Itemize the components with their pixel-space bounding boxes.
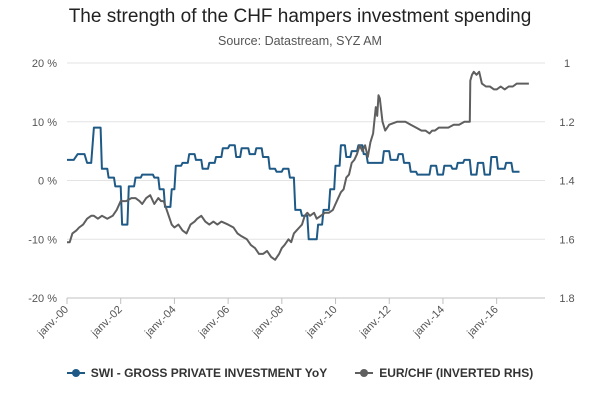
y-right-tick-label: 1.6 <box>559 234 574 246</box>
y-left-tick-label: -10 % <box>28 234 57 246</box>
series-group <box>67 70 529 261</box>
legend-marker-eurchf <box>355 368 374 378</box>
x-tick-label: janv.-00 <box>35 304 71 340</box>
y-left-tick-label: 10 % <box>32 117 57 129</box>
x-tick-label: janv.-08 <box>250 304 286 340</box>
y-left-tick-label: 0 % <box>38 176 57 188</box>
legend-item-swi[interactable]: SWI - GROSS PRIVATE INVESTMENT YoY <box>66 366 328 380</box>
series-line-eurchf <box>67 70 529 261</box>
y-axis-right: 1 1.2 1.4 1.6 1.8 <box>559 58 574 305</box>
y-axis-left: 20 % 10 % 0 % -10 % -20 % <box>28 58 57 305</box>
legend-label-swi: SWI - GROSS PRIVATE INVESTMENT YoY <box>90 366 328 380</box>
y-right-tick-label: 1.8 <box>559 293 574 305</box>
chart-subtitle: Source: Datastream, SYZ AM <box>218 34 382 48</box>
series-line-swi <box>67 126 520 241</box>
legend: SWI - GROSS PRIVATE INVESTMENT YoY EUR/C… <box>0 366 600 380</box>
y-right-tick-label: 1.2 <box>559 117 574 129</box>
y-left-tick-label: -20 % <box>28 293 57 305</box>
y-right-tick-label: 1 <box>564 58 570 70</box>
x-tick-label: janv.-02 <box>89 304 125 340</box>
x-tick-label: janv.-10 <box>303 304 339 340</box>
legend-label-eurchf: EUR/CHF (INVERTED RHS) <box>379 366 534 380</box>
x-tick-label: janv.-12 <box>357 304 393 340</box>
grid-lines <box>67 62 545 299</box>
x-axis: janv.-00 janv.-02 janv.-04 janv.-06 janv.-08… <box>35 297 545 340</box>
x-tick-label: janv.-04 <box>142 304 178 340</box>
y-left-tick-label: 20 % <box>32 58 57 70</box>
chart-title: The strength of the CHF hampers investme… <box>68 6 532 27</box>
legend-marker-swi <box>66 368 85 378</box>
x-tick-label: janv.-06 <box>196 304 232 340</box>
legend-item-eurchf[interactable]: EUR/CHF (INVERTED RHS) <box>355 366 533 380</box>
x-tick-label: janv.-16 <box>464 304 500 340</box>
x-tick-label: janv.-14 <box>411 304 447 340</box>
y-right-tick-label: 1.4 <box>559 176 574 188</box>
